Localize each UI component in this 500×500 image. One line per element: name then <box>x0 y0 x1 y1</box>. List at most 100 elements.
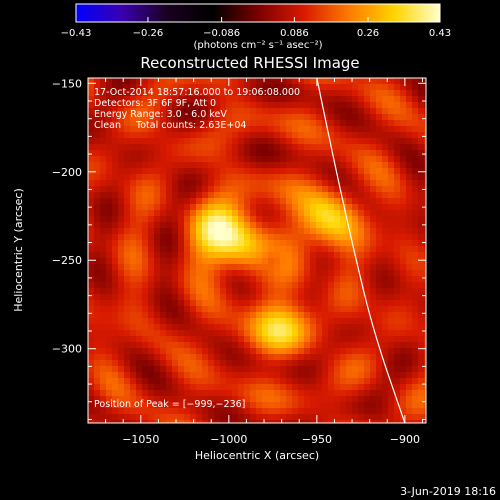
heatmap-cell <box>244 360 251 367</box>
heatmap-cell <box>424 228 426 235</box>
heatmap-cell <box>322 240 329 247</box>
heatmap-cell <box>130 270 137 277</box>
heatmap-cell <box>196 270 203 277</box>
heatmap-cell <box>322 120 329 127</box>
heatmap-cell <box>364 114 371 121</box>
heatmap-cell <box>100 174 107 181</box>
heatmap-cell <box>166 366 173 373</box>
heatmap-cell <box>286 120 293 127</box>
heatmap-cell <box>358 144 365 151</box>
heatmap-cell <box>298 330 305 337</box>
heatmap-cell <box>346 198 353 205</box>
heatmap-cell <box>358 78 365 85</box>
heatmap-cell <box>424 276 426 283</box>
heatmap-cell <box>256 96 263 103</box>
heatmap-cell <box>190 342 197 349</box>
heatmap-cell <box>124 78 131 85</box>
heatmap-cell <box>184 342 191 349</box>
heatmap-cell <box>316 150 323 157</box>
heatmap-cell <box>352 108 359 115</box>
heatmap-cell <box>124 258 131 265</box>
heatmap-cell <box>262 108 269 115</box>
heatmap-cell <box>160 252 167 259</box>
heatmap-cell <box>358 372 365 379</box>
heatmap-cell <box>292 408 299 415</box>
heatmap-cell <box>94 372 101 379</box>
heatmap-cell <box>190 222 197 229</box>
heatmap-cell <box>124 324 131 331</box>
heatmap-cell <box>130 216 137 223</box>
heatmap-cell <box>358 102 365 109</box>
heatmap-cell <box>172 300 179 307</box>
heatmap-cell <box>298 306 305 313</box>
heatmap-cell <box>250 84 257 91</box>
heatmap-cell <box>94 282 101 289</box>
heatmap-cell <box>412 168 419 175</box>
heatmap-cell <box>124 282 131 289</box>
heatmap-cell <box>322 144 329 151</box>
heatmap-cell <box>184 78 191 85</box>
heatmap-cell <box>190 288 197 295</box>
heatmap-cell <box>94 84 101 91</box>
heatmap-cell <box>292 210 299 217</box>
heatmap-cell <box>244 414 251 421</box>
heatmap-cell <box>418 174 425 181</box>
heatmap-cell <box>418 288 425 295</box>
heatmap-cell <box>268 294 275 301</box>
heatmap-cell <box>292 414 299 421</box>
heatmap-cell <box>352 138 359 145</box>
heatmap-cell <box>304 138 311 145</box>
heatmap-cell <box>424 420 426 423</box>
heatmap-cell <box>154 192 161 199</box>
heatmap-cell <box>130 342 137 349</box>
heatmap-cell <box>298 348 305 355</box>
heatmap-cell <box>124 180 131 187</box>
heatmap-cell <box>208 132 215 139</box>
heatmap-cell <box>238 318 245 325</box>
heatmap-cell <box>118 294 125 301</box>
heatmap-cell <box>268 144 275 151</box>
heatmap-cell <box>364 396 371 403</box>
heatmap-cell <box>412 150 419 157</box>
heatmap-cell <box>214 288 221 295</box>
heatmap-cell <box>142 366 149 373</box>
heatmap-cell <box>160 330 167 337</box>
heatmap-cell <box>304 414 311 421</box>
heatmap-cell <box>280 132 287 139</box>
heatmap-cell <box>340 360 347 367</box>
heatmap-cell <box>286 90 293 97</box>
heatmap-cell <box>184 324 191 331</box>
heatmap-cell <box>388 132 395 139</box>
heatmap-cell <box>310 282 317 289</box>
heatmap-cell <box>178 102 185 109</box>
heatmap-cell <box>388 330 395 337</box>
heatmap-cell <box>244 132 251 139</box>
heatmap-cell <box>88 198 95 205</box>
heatmap-cell <box>88 228 95 235</box>
heatmap-cell <box>106 402 113 409</box>
heatmap-cell <box>136 90 143 97</box>
heatmap-cell <box>166 192 173 199</box>
heatmap-cell <box>334 90 341 97</box>
heatmap-cell <box>208 390 215 397</box>
heatmap-cell <box>148 198 155 205</box>
heatmap-cell <box>112 282 119 289</box>
heatmap-cell <box>154 396 161 403</box>
heatmap-cell <box>100 390 107 397</box>
heatmap-cell <box>178 408 185 415</box>
heatmap-cell <box>298 180 305 187</box>
heatmap-cell <box>328 222 335 229</box>
heatmap-cell <box>382 198 389 205</box>
heatmap-cell <box>232 408 239 415</box>
heatmap-cell <box>202 138 209 145</box>
heatmap-cell <box>106 312 113 319</box>
heatmap-cell <box>166 174 173 181</box>
heatmap-cell <box>190 366 197 373</box>
heatmap-cell <box>262 372 269 379</box>
heatmap-cell <box>388 156 395 163</box>
heatmap-cell <box>364 174 371 181</box>
heatmap-cell <box>202 156 209 163</box>
heatmap-cell <box>388 258 395 265</box>
heatmap-cell <box>412 186 419 193</box>
heatmap-cell <box>298 378 305 385</box>
